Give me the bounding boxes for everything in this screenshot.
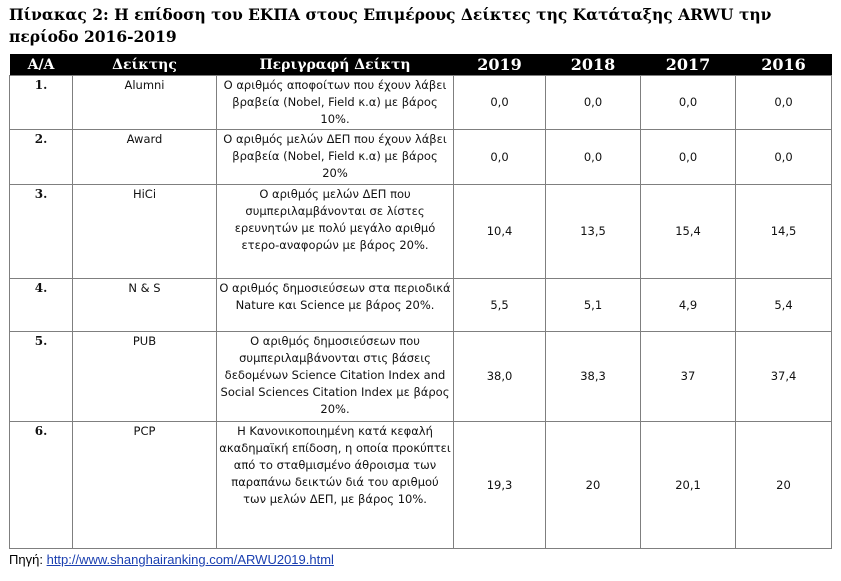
table-row: 6. PCP Η Κανονικοποιημένη κατά κεφαλή ακ… [9, 421, 832, 549]
row-number: 5. [9, 331, 73, 422]
table-title: Πίνακας 2: Η επίδοση του ΕΚΠΑ στους Επιμ… [9, 5, 772, 46]
value-2017: 0,0 [640, 75, 736, 130]
indicator-name: PUB [72, 331, 217, 422]
value-2019: 0,0 [453, 75, 546, 130]
row-number: 2. [9, 129, 73, 185]
value-2017: 37 [640, 331, 736, 422]
header-aa: Α/Α [9, 54, 73, 76]
source-label: Πηγή: [9, 552, 43, 567]
header-2018: 2018 [545, 54, 641, 76]
value-2019: 19,3 [453, 421, 546, 549]
table-row: 3. HiCi Ο αριθμός μελών ΔΕΠ που συμπεριλ… [9, 184, 832, 279]
header-indicator: Δείκτης [72, 54, 217, 76]
row-number: 3. [9, 184, 73, 279]
row-number: 4. [9, 278, 73, 332]
value-2018: 38,3 [545, 331, 641, 422]
header-2016: 2016 [735, 54, 832, 76]
table-row: 2. Award Ο αριθμός μελών ΔΕΠ που έχουν λ… [9, 129, 832, 185]
indicator-description: Ο αριθμός δημοσιεύσεων στα περιοδικά Nat… [216, 278, 454, 332]
indicator-name: HiCi [72, 184, 217, 279]
indicator-name: N & S [72, 278, 217, 332]
indicator-description: Ο αριθμός μελών ΔΕΠ που συμπεριλαμβάνοντ… [216, 184, 454, 279]
value-2019: 10,4 [453, 184, 546, 279]
value-2018: 20 [545, 421, 641, 549]
indicator-name: Award [72, 129, 217, 185]
value-2016: 0,0 [735, 129, 832, 185]
table-row: 4. N & S Ο αριθμός δημοσιεύσεων στα περι… [9, 278, 832, 332]
header-description: Περιγραφή Δείκτη [216, 54, 454, 76]
value-2016: 5,4 [735, 278, 832, 332]
arwu-indicators-table: Α/Α Δείκτης Περιγραφή Δείκτη 2019 2018 2… [9, 54, 832, 549]
row-number: 1. [9, 75, 73, 130]
value-2019: 38,0 [453, 331, 546, 422]
source-link[interactable]: http://www.shanghairanking.com/ARWU2019.… [46, 552, 334, 567]
value-2016: 37,4 [735, 331, 832, 422]
indicator-description: Ο αριθμός δημοσιεύσεων που συμπεριλαμβάν… [216, 331, 454, 422]
indicator-description: Η Κανονικοποιημένη κατά κεφαλή ακαδημαϊκ… [216, 421, 454, 549]
header-2017: 2017 [640, 54, 736, 76]
indicator-name: PCP [72, 421, 217, 549]
source-note: Πηγή: http://www.shanghairanking.com/ARW… [9, 552, 334, 567]
value-2016: 20 [735, 421, 832, 549]
value-2016: 14,5 [735, 184, 832, 279]
value-2018: 0,0 [545, 129, 641, 185]
value-2018: 13,5 [545, 184, 641, 279]
value-2018: 5,1 [545, 278, 641, 332]
table-row: 5. PUB Ο αριθμός δημοσιεύσεων που συμπερ… [9, 331, 832, 422]
value-2017: 15,4 [640, 184, 736, 279]
indicator-description: Ο αριθμός μελών ΔΕΠ που έχουν λάβει βραβ… [216, 129, 454, 185]
value-2017: 0,0 [640, 129, 736, 185]
table-row: 1. Alumni Ο αριθμός αποφοίτων που έχουν … [9, 75, 832, 130]
value-2017: 4,9 [640, 278, 736, 332]
table-header-row: Α/Α Δείκτης Περιγραφή Δείκτη 2019 2018 2… [9, 54, 832, 76]
header-2019: 2019 [453, 54, 546, 76]
value-2018: 0,0 [545, 75, 641, 130]
value-2019: 5,5 [453, 278, 546, 332]
indicator-name: Alumni [72, 75, 217, 130]
indicator-description: Ο αριθμός αποφοίτων που έχουν λάβει βραβ… [216, 75, 454, 130]
value-2016: 0,0 [735, 75, 832, 130]
value-2017: 20,1 [640, 421, 736, 549]
row-number: 6. [9, 421, 73, 549]
value-2019: 0,0 [453, 129, 546, 185]
